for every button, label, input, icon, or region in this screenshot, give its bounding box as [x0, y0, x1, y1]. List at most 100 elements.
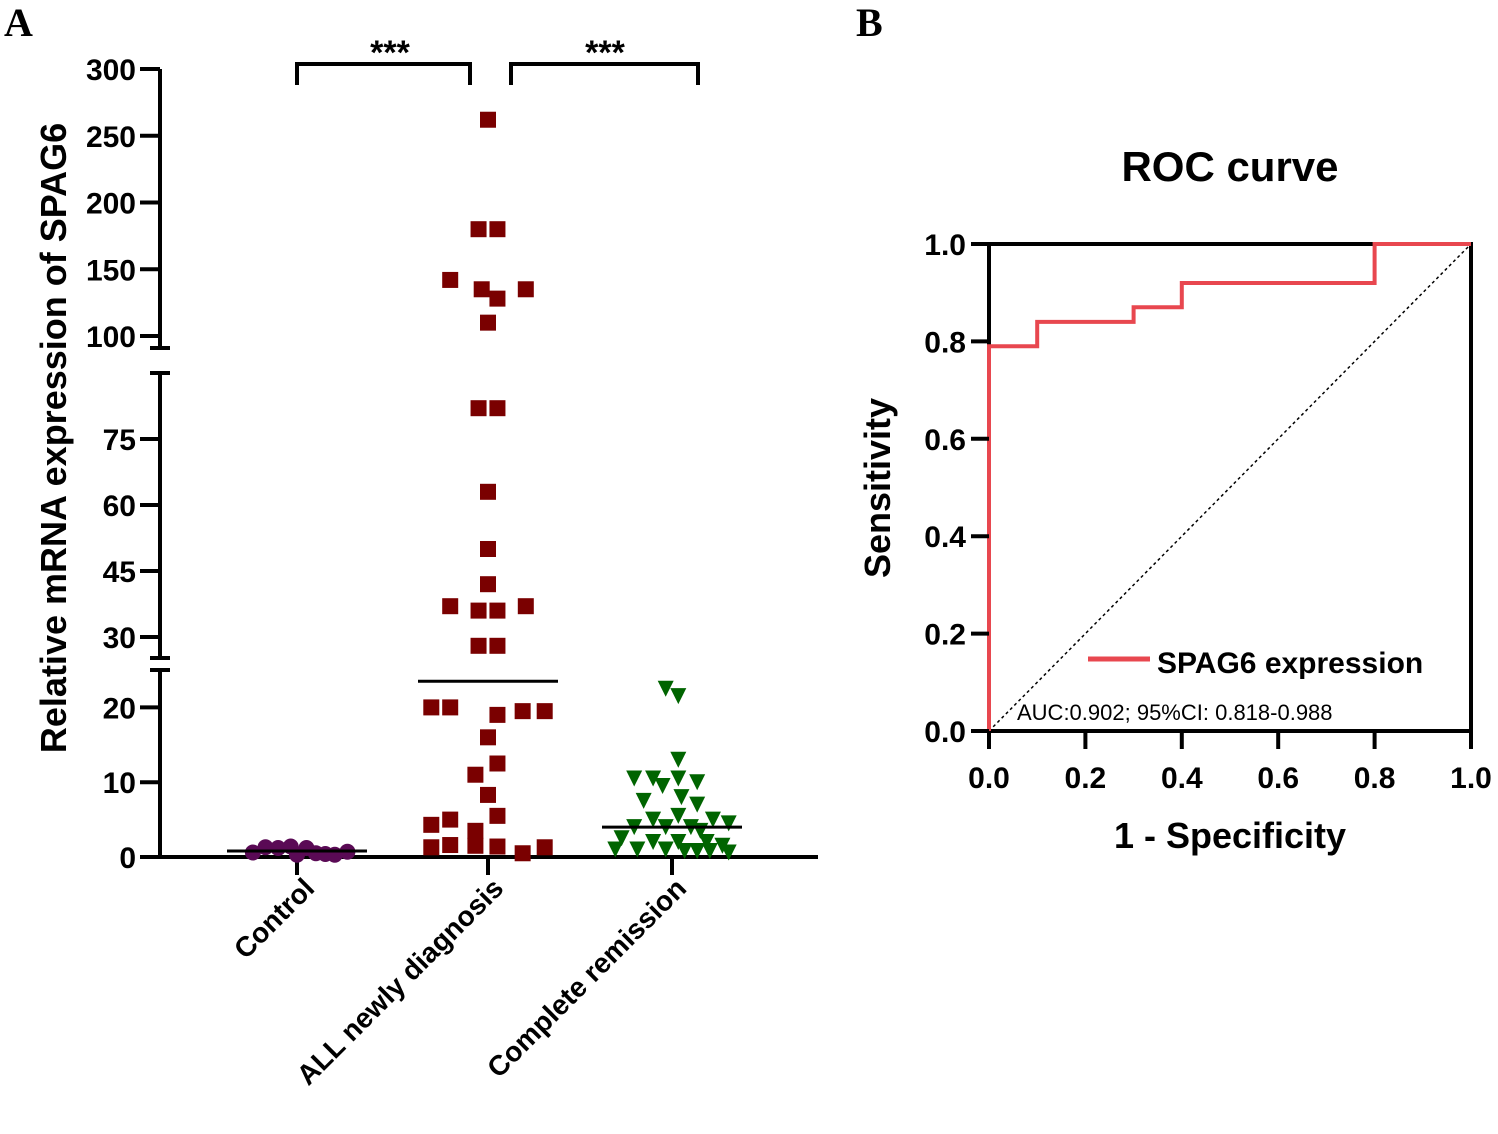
- roc-x-tick-label: 0.6: [1257, 762, 1299, 795]
- a-y-tick-label: 250: [86, 121, 136, 154]
- point-all-newly-diagnosis: [489, 755, 506, 772]
- point-complete-remission: [670, 834, 687, 851]
- roc-x-tick-label: 0.4: [1161, 762, 1203, 795]
- point-all-newly-diagnosis: [470, 221, 487, 238]
- point-complete-remission: [635, 792, 652, 809]
- panel-b: B ROC curve 0.0 0.2 0.4 0.6 0.8 1.0 0.0 0.2 0.4…: [856, 0, 1492, 856]
- category-label-cr: Complete remission: [481, 872, 692, 1083]
- roc-reference-line: [988, 243, 1472, 732]
- a-y-tick-label: 60: [103, 490, 136, 523]
- roc-curve-spag6: [987, 242, 1471, 731]
- point-all-newly-diagnosis: [480, 576, 496, 593]
- point-all-newly-diagnosis: [467, 822, 484, 839]
- point-all-newly-diagnosis: [480, 483, 496, 500]
- significance-brackets: [295, 62, 700, 85]
- point-complete-remission: [670, 751, 687, 768]
- a-y-tick-label: 45: [103, 556, 136, 589]
- point-complete-remission: [657, 841, 674, 858]
- point-all-newly-diagnosis: [423, 699, 440, 716]
- point-all-newly-diagnosis: [480, 729, 496, 746]
- roc-y-ticks: 0.0 0.2 0.4 0.6 0.8 1.0: [924, 229, 989, 749]
- point-all-newly-diagnosis: [467, 766, 484, 783]
- roc-y-tick-label: 0.0: [924, 716, 966, 749]
- point-all-newly-diagnosis: [442, 837, 459, 854]
- point-all-newly-diagnosis: [442, 598, 459, 615]
- point-all-newly-diagnosis: [480, 111, 496, 128]
- point-all-newly-diagnosis: [470, 400, 487, 417]
- a-y-tick-label: 75: [103, 424, 136, 457]
- point-all-newly-diagnosis: [489, 807, 506, 824]
- category-label-control: Control: [228, 872, 320, 964]
- roc-xlabel: 1 - Specificity: [1114, 815, 1346, 856]
- point-all-newly-diagnosis: [489, 838, 506, 855]
- point-complete-remission: [670, 807, 687, 824]
- category-label-all: ALL newly diagnosis: [291, 872, 509, 1090]
- panel-label-a: A: [4, 0, 33, 45]
- point-complete-remission: [701, 843, 718, 860]
- point-complete-remission: [613, 830, 630, 847]
- point-complete-remission: [645, 834, 662, 851]
- a-axes: [150, 69, 818, 875]
- point-all-newly-diagnosis: [536, 839, 553, 856]
- point-all-newly-diagnosis: [536, 703, 553, 720]
- point-all-newly-diagnosis: [442, 811, 459, 828]
- point-complete-remission: [607, 841, 624, 858]
- point-all-newly-diagnosis: [470, 637, 487, 654]
- a-y-ticks: 0 10 20 30 45 60 75 100 150 200 250 300: [86, 54, 160, 875]
- legend-label-spag6: SPAG6 expression: [1157, 647, 1423, 680]
- point-all-newly-diagnosis: [470, 602, 487, 619]
- point-complete-remission: [689, 796, 706, 813]
- a-medians: [227, 679, 742, 853]
- auc-annotation: AUC:0.902; 95%CI: 0.818-0.988: [1017, 700, 1333, 725]
- point-complete-remission: [689, 774, 706, 791]
- point-complete-remission: [657, 680, 674, 697]
- point-complete-remission: [720, 844, 737, 861]
- bracket-all-vs-cr: [509, 62, 700, 85]
- roc-y-tick-label: 0.6: [924, 424, 966, 457]
- point-all-newly-diagnosis: [442, 271, 459, 288]
- point-all-newly-diagnosis: [467, 837, 484, 854]
- point-complete-remission: [698, 834, 715, 851]
- point-all-newly-diagnosis: [480, 314, 496, 331]
- sig-stars-2: ***: [585, 34, 625, 72]
- roc-ylabel: Sensitivity: [857, 398, 898, 578]
- point-all-newly-diagnosis: [480, 541, 496, 557]
- point-complete-remission: [720, 815, 737, 832]
- a-y-tick-label: 20: [103, 692, 136, 725]
- roc-x-tick-label: 1.0: [1450, 762, 1492, 795]
- sig-stars-1: ***: [370, 34, 410, 72]
- point-all-newly-diagnosis: [517, 598, 534, 615]
- a-y-tick-label: 300: [86, 54, 136, 87]
- point-all-newly-diagnosis: [489, 602, 506, 619]
- point-complete-remission: [670, 770, 687, 787]
- a-points: [244, 111, 737, 863]
- a-y-tick-label: 10: [103, 767, 136, 800]
- bracket-control-vs-all: [295, 62, 472, 85]
- point-all-newly-diagnosis: [514, 845, 531, 862]
- point-complete-remission: [626, 770, 643, 787]
- point-all-newly-diagnosis: [423, 839, 440, 856]
- point-all-newly-diagnosis: [489, 706, 506, 723]
- point-complete-remission: [654, 777, 671, 794]
- a-y-tick-label: 150: [86, 254, 136, 287]
- a-y-tick-label: 30: [103, 622, 136, 655]
- point-complete-remission: [670, 688, 687, 705]
- roc-title: ROC curve: [1121, 143, 1338, 190]
- roc-y-tick-label: 0.4: [924, 521, 966, 554]
- a-y-tick-label: 100: [86, 321, 136, 354]
- point-complete-remission: [645, 770, 662, 787]
- roc-x-tick-label: 0.8: [1354, 762, 1396, 795]
- point-all-newly-diagnosis: [489, 400, 506, 417]
- a-ylabel: Relative mRNA expression of SPAG6: [33, 123, 74, 753]
- point-all-newly-diagnosis: [514, 703, 531, 720]
- point-all-newly-diagnosis: [423, 816, 440, 833]
- point-all-newly-diagnosis: [442, 699, 459, 716]
- roc-y-tick-label: 0.2: [924, 619, 966, 652]
- a-y-tick-label: 200: [86, 188, 136, 221]
- point-complete-remission: [645, 811, 662, 828]
- point-complete-remission: [689, 843, 706, 860]
- point-all-newly-diagnosis: [489, 290, 506, 307]
- roc-x-tick-label: 0.2: [1065, 762, 1107, 795]
- panel-label-b: B: [856, 0, 883, 45]
- point-all-newly-diagnosis: [473, 281, 490, 298]
